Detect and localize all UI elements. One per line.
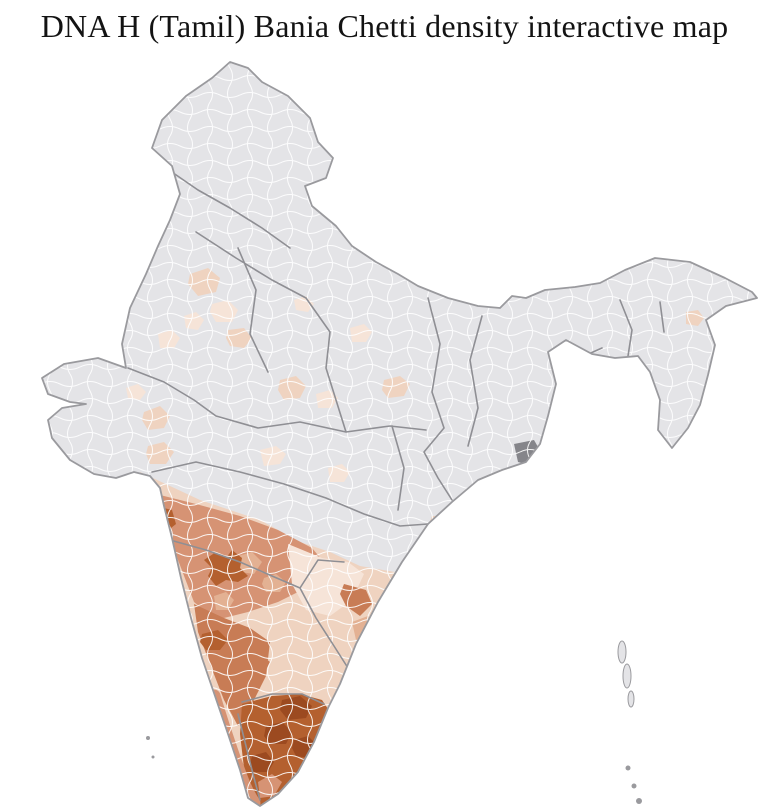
island[interactable] [151,755,155,759]
island[interactable] [625,765,631,771]
lakshadweep-islands[interactable] [146,736,155,759]
island[interactable] [631,783,637,789]
andaman-nicobar-islands[interactable] [617,640,642,804]
district-borders-overlay [42,62,757,806]
page-title: DNA H (Tamil) Bania Chetti density inter… [40,8,729,44]
island[interactable] [627,690,635,708]
island[interactable] [146,736,150,740]
island[interactable] [617,640,627,664]
island[interactable] [636,798,642,804]
island[interactable] [622,663,632,689]
